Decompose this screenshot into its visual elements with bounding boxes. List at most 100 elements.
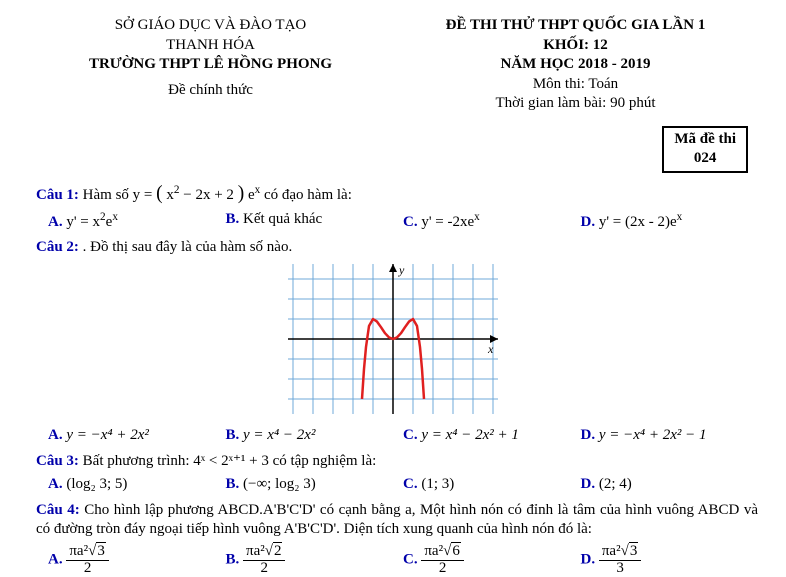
opt-label-c3: C. bbox=[403, 476, 418, 492]
q2-chart-wrap: xy bbox=[28, 264, 758, 421]
header-right: ĐỀ THI THỬ THPT QUỐC GIA LẦN 1 KHỐI: 12 … bbox=[393, 16, 758, 114]
q4-opt-d: D. πa² 3 3 bbox=[581, 544, 759, 577]
q3-opt-d: D. (2; 4) bbox=[581, 475, 759, 495]
q2c: y = x⁴ − 2x² + 1 bbox=[421, 427, 519, 443]
q4b-frac: πa² 2 2 bbox=[243, 544, 285, 577]
q4d-den: 3 bbox=[599, 561, 641, 577]
q2-options: A. y = −x⁴ + 2x² B. y = x⁴ − 2x² C. y = … bbox=[48, 426, 758, 446]
q2-chart: xy bbox=[288, 264, 498, 414]
exam-code-box: Mã đề thi 024 bbox=[662, 126, 748, 173]
q4d-rad: 3 bbox=[629, 542, 639, 559]
code-value: 024 bbox=[674, 149, 736, 169]
document-header: SỞ GIÁO DỤC VÀ ĐÀO TẠO THANH HÓA TRƯỜNG … bbox=[28, 16, 758, 114]
question-3: Câu 3: Bất phương trình: 4ˣ < 2ˣ⁺¹ + 3 c… bbox=[36, 452, 758, 472]
q4c-frac: πa²6 2 bbox=[421, 544, 463, 577]
q1a-s2: x bbox=[112, 211, 118, 223]
opt-label-c: C. bbox=[403, 214, 418, 230]
q4b-rad: 2 bbox=[273, 542, 283, 559]
q1-label: Câu 1: bbox=[36, 187, 79, 203]
q1d-s: x bbox=[677, 211, 683, 223]
opt-label-a3: A. bbox=[48, 476, 63, 492]
exam-level: KHỐI: 12 bbox=[393, 36, 758, 56]
opt-label-b3: B. bbox=[226, 476, 240, 492]
province-line: THANH HÓA bbox=[28, 36, 393, 56]
question-4: Câu 4: Cho hình lập phương ABCD.A'B'C'D'… bbox=[36, 501, 758, 540]
q1-opt-d: D. y' = (2x - 2)ex bbox=[581, 210, 759, 233]
dept-line: SỞ GIÁO DỤC VÀ ĐÀO TẠO bbox=[28, 16, 393, 36]
exam-title: ĐỀ THI THỬ THPT QUỐC GIA LẦN 1 bbox=[393, 16, 758, 36]
q2-label: Câu 2: bbox=[36, 239, 79, 255]
q2-opt-c: C. y = x⁴ − 2x² + 1 bbox=[403, 426, 581, 446]
q3-opt-b: B. (−∞; log₂ 3) bbox=[226, 475, 404, 495]
q1c-pre: y' = -2xe bbox=[421, 214, 474, 230]
q4a-frac: πa² 3 2 bbox=[66, 544, 108, 577]
q2b: y = x⁴ − 2x² bbox=[243, 427, 315, 443]
exam-subject: Môn thi: Toán bbox=[393, 75, 758, 95]
q1-opt-c: C. y' = -2xex bbox=[403, 210, 581, 233]
school-line: TRƯỜNG THPT LÊ HỒNG PHONG bbox=[28, 55, 393, 75]
question-2: Câu 2: . Đồ thị sau đây là của hàm số nà… bbox=[36, 238, 758, 258]
q3-opt-c: C. (1; 3) bbox=[403, 475, 581, 495]
question-1: Câu 1: Hàm số y = ( x2 − 2x + 2 ) ex có … bbox=[36, 181, 758, 206]
svg-text:x: x bbox=[487, 342, 494, 356]
q3-options: A. (log₂ 3; 5) B. (−∞; log₂ 3) C. (1; 3)… bbox=[48, 475, 758, 495]
q1-esup: x bbox=[255, 184, 261, 196]
header-left: SỞ GIÁO DỤC VÀ ĐÀO TẠO THANH HÓA TRƯỜNG … bbox=[28, 16, 393, 114]
q4a-num: πa² bbox=[69, 543, 88, 559]
opt-label-b4: B. bbox=[226, 552, 240, 568]
q2-opt-a: A. y = −x⁴ + 2x² bbox=[48, 426, 226, 446]
opt-label-c4: C. bbox=[403, 552, 418, 568]
q4d-frac: πa² 3 3 bbox=[599, 544, 641, 577]
q4-options: A. πa² 3 2 B. πa² 2 2 C. πa²6 2 D. πa² 3 3 bbox=[48, 544, 758, 577]
q3-text: Bất phương trình: 4ˣ < 2ˣ⁺¹ + 3 có tập n… bbox=[83, 453, 377, 469]
opt-label-a4: A. bbox=[48, 552, 63, 568]
opt-label-d2: D. bbox=[581, 427, 596, 443]
q1-x: x bbox=[166, 187, 174, 203]
q1-text-a: Hàm số y = bbox=[83, 187, 156, 203]
opt-label-d: D. bbox=[581, 214, 596, 230]
q1-opt-b: B. Kết quả khác bbox=[226, 210, 404, 233]
q2-opt-b: B. y = x⁴ − 2x² bbox=[226, 426, 404, 446]
q2-opt-d: D. y = −x⁴ + 2x² − 1 bbox=[581, 426, 759, 446]
q3-label: Câu 3: bbox=[36, 453, 79, 469]
q4a-rad: 3 bbox=[96, 542, 106, 559]
q2d: y = −x⁴ + 2x² − 1 bbox=[599, 427, 707, 443]
opt-label-d4: D. bbox=[581, 552, 596, 568]
paren-close: ) bbox=[238, 183, 245, 204]
q4-opt-b: B. πa² 2 2 bbox=[226, 544, 404, 577]
opt-label-a2: A. bbox=[48, 427, 63, 443]
q1-e: e bbox=[248, 187, 255, 203]
q1-text-b: có đạo hàm là: bbox=[264, 187, 352, 203]
opt-label-a: A. bbox=[48, 214, 63, 230]
q2-text: . Đồ thị sau đây là của hàm số nào. bbox=[83, 239, 293, 255]
opt-label-b: B. bbox=[226, 211, 240, 227]
exam-duration: Thời gian làm bài: 90 phút bbox=[393, 94, 758, 114]
q1a-pre: y' = x bbox=[66, 214, 100, 230]
opt-label-c2: C. bbox=[403, 427, 418, 443]
q1d-pre: y' = (2x - 2)e bbox=[599, 214, 677, 230]
official-line: Đề chính thức bbox=[28, 81, 393, 101]
q4c-den: 2 bbox=[421, 561, 463, 577]
q1-mid: − 2x + 2 bbox=[183, 187, 234, 203]
q1-options: A. y' = x2ex B. Kết quả khác C. y' = -2x… bbox=[48, 210, 758, 233]
paren-open: ( bbox=[156, 183, 163, 204]
q2a: y = −x⁴ + 2x² bbox=[66, 427, 149, 443]
q1-sup1: 2 bbox=[174, 184, 180, 196]
code-wrap: Mã đề thi 024 bbox=[28, 120, 758, 173]
q1b-text: Kết quả khác bbox=[243, 211, 322, 227]
svg-text:y: y bbox=[398, 264, 405, 277]
q4a-den: 2 bbox=[66, 561, 108, 577]
q4c-num: πa² bbox=[424, 543, 443, 559]
opt-label-b2: B. bbox=[226, 427, 240, 443]
q1c-s: x bbox=[474, 211, 480, 223]
q3b: (−∞; log₂ 3) bbox=[243, 476, 316, 492]
exam-year: NĂM HỌC 2018 - 2019 bbox=[393, 55, 758, 75]
q4b-num: πa² bbox=[246, 543, 265, 559]
q4b-den: 2 bbox=[243, 561, 285, 577]
q4d-num: πa² bbox=[602, 543, 621, 559]
opt-label-d3: D. bbox=[581, 476, 596, 492]
q4-opt-a: A. πa² 3 2 bbox=[48, 544, 226, 577]
q3-opt-a: A. (log₂ 3; 5) bbox=[48, 475, 226, 495]
q4-text: Cho hình lập phương ABCD.A'B'C'D' có cạn… bbox=[36, 502, 758, 538]
q4-label: Câu 4: bbox=[36, 502, 80, 518]
